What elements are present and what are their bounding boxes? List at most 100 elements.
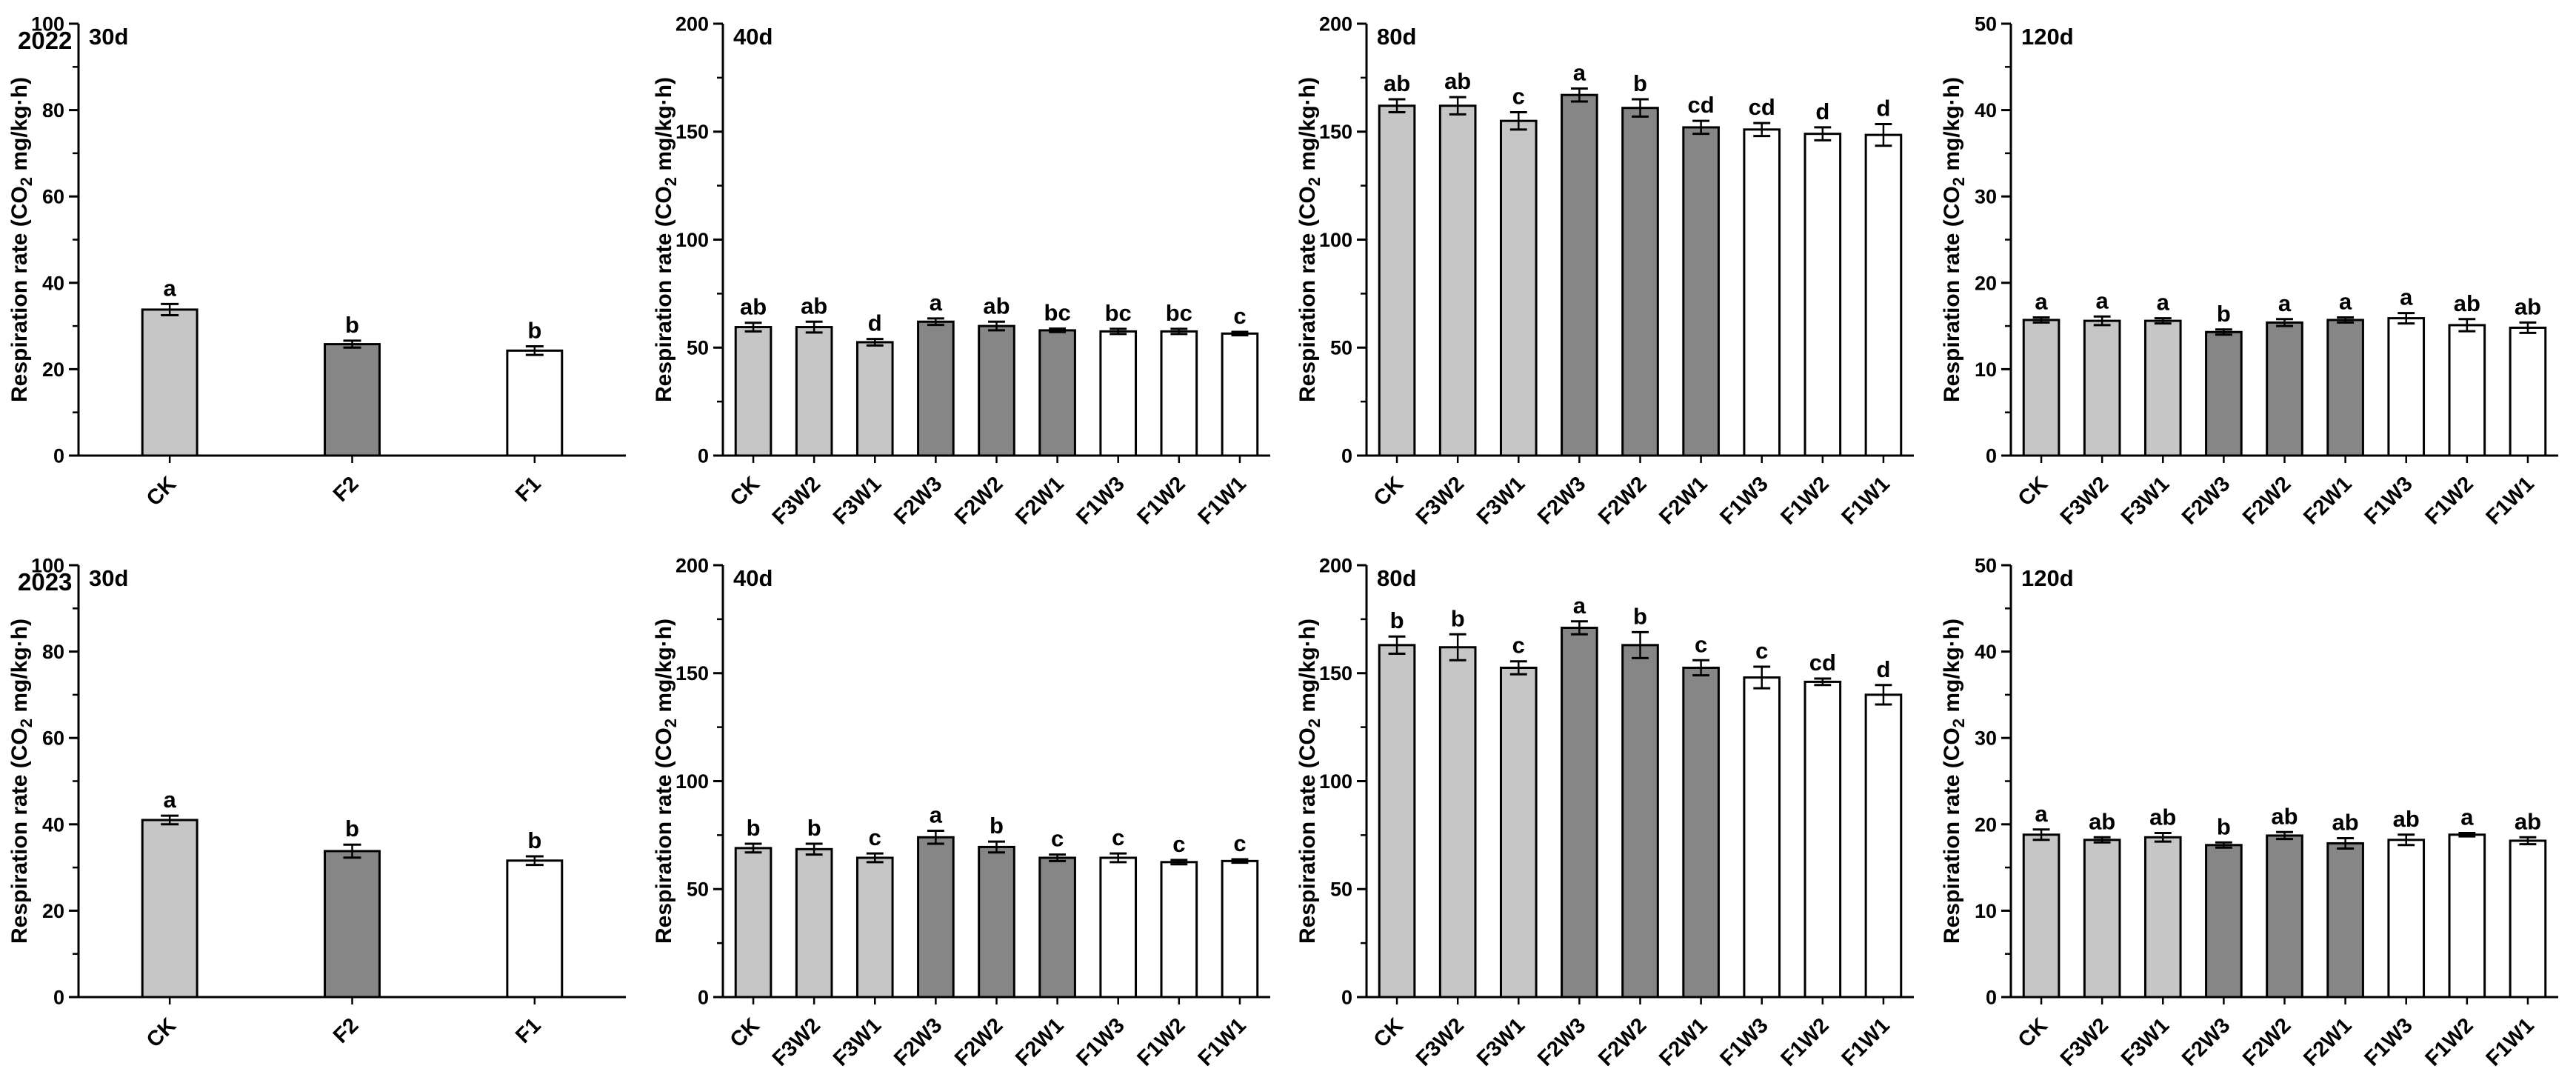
x-tick-label-CK: CK: [1369, 1013, 1408, 1052]
bar-F1W1: [2509, 839, 2546, 999]
sig-letter-F1W3: a: [2400, 284, 2413, 310]
y-tick-label: 100: [31, 554, 64, 576]
bar-F2: [324, 850, 381, 999]
bar-F3W1: [1499, 119, 1538, 457]
sig-letter-F2W3: a: [1573, 593, 1586, 619]
bar-F2W2: [1621, 107, 1659, 457]
x-tick-label-F2W3: F2W3: [890, 472, 947, 529]
sig-letter-F3W2: ab: [1444, 68, 1471, 94]
sig-letter-F2W3: b: [2216, 301, 2230, 327]
bar-F1W1: [1864, 693, 1903, 999]
bar-CK: [1378, 644, 1416, 999]
panel-label: 40d: [733, 565, 773, 591]
x-tick-label-F2: F2: [329, 1013, 364, 1048]
panel-label: 30d: [89, 24, 128, 50]
x-tick-label-CK: CK: [2013, 1013, 2052, 1052]
bar-F2W3: [2204, 330, 2243, 457]
x-tick-label-F1W1: F1W1: [1838, 472, 1895, 529]
x-tick-label-F1W2: F1W2: [1776, 472, 1833, 529]
sig-letter-F3W1: c: [1512, 633, 1525, 659]
bar-F1W2: [1803, 133, 1842, 457]
panel-label: 120d: [2021, 24, 2074, 50]
bar-F2W2: [977, 324, 1015, 457]
y-tick-label: 20: [1974, 272, 1996, 294]
sig-letter-F3W2: ab: [801, 293, 827, 319]
sig-letter-F2W2: a: [2278, 290, 2291, 316]
y-tick-label: 100: [675, 229, 708, 251]
sig-letter-F2W3: a: [929, 290, 942, 316]
sig-letter-F3W1: d: [867, 310, 881, 336]
bar-F2W1: [2326, 319, 2364, 457]
x-tick-label-F2W1: F2W1: [2299, 1013, 2356, 1070]
sig-letter-F2W2: b: [1633, 70, 1647, 96]
sig-letter-F1W2: ab: [2453, 290, 2480, 316]
sig-letter-F2W1: c: [1050, 826, 1063, 852]
sig-letter-CK: a: [2035, 288, 2048, 314]
y-tick-label: 0: [697, 444, 708, 467]
y-tick-label: 30: [1974, 727, 1996, 750]
bar-F3W2: [2083, 319, 2120, 457]
panel-label: 80d: [1377, 24, 1416, 50]
x-tick-label-F2W1: F2W1: [1011, 1013, 1068, 1070]
bar-chart-2023-30d: 0 20 40 60 80 100 a CK b F2 b F1 30d 2023 Respiration …: [7, 554, 626, 1053]
chart-panel-2023-40d: 0 50 100 150 200 b CK b F3W2 c F3W1 a F2W3 b F2W2 c F2W1…: [644, 542, 1288, 1083]
bar-F1W3: [2386, 317, 2425, 457]
x-tick-label-F1W2: F1W2: [2420, 1013, 2477, 1070]
bar-chart-2023-120d: 0 10 20 30 40 50 a CK ab F3W2 ab F3W1 b F2W3 ab F2W2 ab F…: [1940, 554, 2558, 1071]
x-tick-label-F2W1: F2W1: [1011, 472, 1068, 529]
sig-letter-CK: b: [746, 815, 760, 841]
y-tick-label: 0: [1985, 986, 1996, 1008]
x-tick-label-CK: CK: [2013, 472, 2052, 510]
sig-letter-F3W1: a: [2156, 290, 2169, 316]
y-tick-label: 80: [42, 99, 64, 121]
bar-F2W1: [1038, 329, 1076, 457]
x-tick-label-F2: F2: [329, 472, 364, 507]
bar-F1W2: [1160, 330, 1198, 457]
bar-F2W1: [1682, 126, 1720, 457]
y-tick-label: 200: [675, 13, 708, 35]
bar-F1W3: [2386, 839, 2425, 999]
x-tick-label-F2W1: F2W1: [2299, 472, 2356, 529]
sig-letter-F2: b: [345, 312, 359, 338]
bar-F3W1: [1499, 666, 1538, 999]
bar-F3W1: [2143, 319, 2182, 457]
bar-F2W2: [1621, 644, 1659, 999]
y-tick-label: 150: [1319, 121, 1352, 143]
x-tick-label-F2W3: F2W3: [1533, 1013, 1590, 1070]
x-tick-label-F1W1: F1W1: [1193, 1013, 1250, 1070]
chart-panel-2022-80d: 0 50 100 150 200 ab CK ab F3W2 c F3W1 a F2W3 b F2W2 cd F…: [1288, 0, 1932, 542]
x-tick-label-F2W3: F2W3: [2178, 1013, 2235, 1070]
bar-F2W2: [977, 845, 1015, 999]
x-tick-label-F1W2: F1W2: [1132, 1013, 1189, 1070]
sig-letter-F1W1: c: [1233, 830, 1246, 856]
x-tick-label-F1W1: F1W1: [2481, 472, 2538, 529]
y-tick-label: 20: [42, 900, 64, 922]
x-tick-label-F2W3: F2W3: [1533, 472, 1590, 529]
x-tick-label-F3W1: F3W1: [2116, 472, 2173, 529]
y-tick-label: 0: [53, 444, 64, 467]
chart-panel-2023-80d: 0 50 100 150 200 b CK b F3W2 c F3W1 a F2W3 b F2W2 c F2W1…: [1288, 542, 1932, 1083]
x-tick-label-F1: F1: [511, 472, 546, 507]
y-tick-label: 30: [1974, 186, 1996, 208]
bar-F2W3: [2204, 844, 2243, 999]
x-tick-label-F1W2: F1W2: [1776, 1013, 1833, 1070]
x-tick-label-F3W1: F3W1: [828, 472, 885, 529]
y-axis-label: Respiration rate (CO2 mg/kg·h): [1295, 77, 1324, 402]
sig-letter-F3W1: c: [1512, 84, 1525, 110]
x-tick-label-F2W2: F2W2: [1594, 1013, 1651, 1070]
sig-letter-F2W3: a: [929, 802, 942, 828]
sig-letter-F1W3: ab: [2392, 806, 2419, 832]
y-tick-label: 200: [675, 554, 708, 576]
y-tick-label: 20: [42, 359, 64, 381]
sig-letter-F2W2: b: [990, 813, 1004, 839]
y-tick-label: 50: [1330, 879, 1352, 901]
bar-chart-2022-40d: 0 50 100 150 200 ab CK ab F3W2 d F3W1 a F2W3 ab F2W2 bc…: [652, 13, 1270, 530]
bar-F3W2: [2083, 839, 2120, 999]
sig-letter-F3W2: b: [807, 815, 821, 841]
sig-letter-F1W2: a: [2460, 804, 2474, 830]
bar-F1W2: [2448, 324, 2486, 457]
sig-letter-F1W2: bc: [1165, 300, 1192, 326]
bar-F1: [506, 859, 564, 999]
y-tick-label: 40: [1974, 641, 1996, 663]
